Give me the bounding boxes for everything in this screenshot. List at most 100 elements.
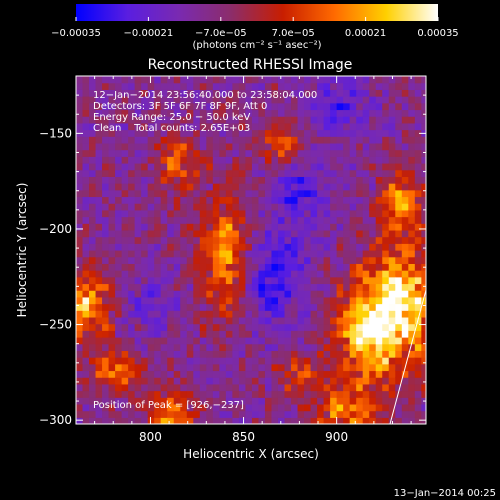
heatmap-cell (115, 357, 123, 365)
heatmap-cell (225, 310, 233, 318)
heatmap-cell (141, 363, 149, 372)
heatmap-cell (264, 330, 273, 338)
heatmap-cell (336, 330, 344, 338)
heatmap-cell (304, 370, 312, 378)
heatmap-cell (76, 283, 84, 291)
heatmap-cell (160, 303, 168, 311)
heatmap-cell (193, 102, 201, 111)
heatmap-cell (323, 203, 331, 211)
heatmap-cell (258, 270, 266, 278)
heatmap-cell (382, 89, 390, 97)
heatmap-cell (147, 176, 155, 184)
heatmap-cell (349, 189, 357, 198)
heatmap-cell (206, 417, 214, 424)
heatmap-cell (388, 203, 396, 211)
heatmap-cell (232, 82, 240, 90)
heatmap-cell (369, 189, 377, 198)
heatmap-cell (232, 256, 240, 264)
heatmap-cell (128, 82, 136, 90)
heatmap-cell (134, 290, 142, 298)
heatmap-cell (277, 310, 286, 318)
heatmap-cell (336, 290, 344, 298)
heatmap-cell (414, 209, 422, 218)
heatmap-cell (212, 89, 220, 97)
heatmap-cell (291, 236, 299, 244)
heatmap-cell (284, 156, 292, 164)
heatmap-cell (330, 283, 338, 291)
heatmap-cell (375, 350, 383, 358)
heatmap-cell (121, 136, 129, 144)
heatmap-cell (408, 76, 416, 84)
heatmap-cell (382, 223, 390, 231)
heatmap-cell (225, 290, 233, 298)
heatmap-cell (219, 109, 227, 117)
heatmap-cell (375, 209, 383, 218)
heatmap-cell (102, 370, 110, 378)
heatmap-cell (369, 163, 377, 171)
heatmap-cell (401, 209, 409, 218)
heatmap-cell (349, 183, 357, 191)
heatmap-cell (408, 296, 416, 305)
heatmap-cell (180, 183, 188, 191)
heatmap-cell (421, 183, 426, 191)
heatmap-cell (115, 122, 123, 131)
heatmap-cell (362, 370, 370, 378)
heatmap-cell (421, 89, 426, 97)
heatmap-cell (193, 216, 201, 224)
heatmap-cell (173, 196, 181, 204)
heatmap-cell (362, 390, 370, 398)
heatmap-cell (82, 163, 90, 171)
heatmap-cell (349, 330, 357, 338)
heatmap-cell (141, 149, 149, 157)
heatmap-cell (82, 370, 90, 378)
heatmap-cell (193, 263, 201, 271)
heatmap-cell (323, 250, 331, 258)
heatmap-cell (76, 156, 84, 164)
heatmap-cell (238, 223, 247, 231)
heatmap-cell (167, 283, 175, 291)
heatmap-cell (154, 377, 162, 385)
heatmap-cell (76, 109, 84, 117)
heatmap-cell (395, 223, 403, 231)
heatmap-cell (167, 370, 175, 378)
heatmap-cell (206, 383, 214, 392)
heatmap-cell (167, 216, 175, 224)
heatmap-cell (180, 290, 188, 298)
heatmap-cell (297, 303, 305, 311)
heatmap-cell (356, 142, 364, 151)
heatmap-cell (219, 96, 227, 104)
heatmap-cell (408, 136, 416, 144)
heatmap-cell (95, 263, 103, 271)
heatmap-cell (271, 129, 279, 137)
heatmap-cell (193, 236, 201, 244)
heatmap-cell (271, 363, 279, 372)
heatmap-cell (225, 417, 233, 424)
heatmap-cell (238, 417, 247, 424)
heatmap-cell (323, 370, 331, 378)
heatmap-cell (121, 310, 129, 318)
heatmap-cell (382, 142, 390, 151)
heatmap-cell (330, 363, 338, 372)
heatmap-cell (206, 243, 214, 251)
heatmap-cell (115, 397, 123, 405)
heatmap-cell (375, 122, 383, 131)
heatmap-cell (258, 136, 266, 144)
heatmap-cell (232, 96, 240, 104)
heatmap-cell (356, 296, 364, 305)
heatmap-cell (323, 142, 331, 151)
heatmap-cell (343, 196, 351, 204)
heatmap-cell (128, 377, 136, 385)
heatmap-cell (147, 263, 155, 271)
heatmap-cell (82, 156, 90, 164)
heatmap-cell (199, 129, 207, 137)
heatmap-cell (297, 370, 305, 378)
heatmap-cell (284, 377, 292, 385)
heatmap-cell (89, 122, 97, 131)
heatmap-cell (330, 156, 338, 164)
heatmap-cell (160, 163, 168, 171)
heatmap-cell (356, 323, 364, 331)
heatmap-cell (251, 296, 260, 305)
heatmap-cell (336, 377, 344, 385)
heatmap-cell (121, 303, 129, 311)
heatmap-cell (232, 223, 240, 231)
